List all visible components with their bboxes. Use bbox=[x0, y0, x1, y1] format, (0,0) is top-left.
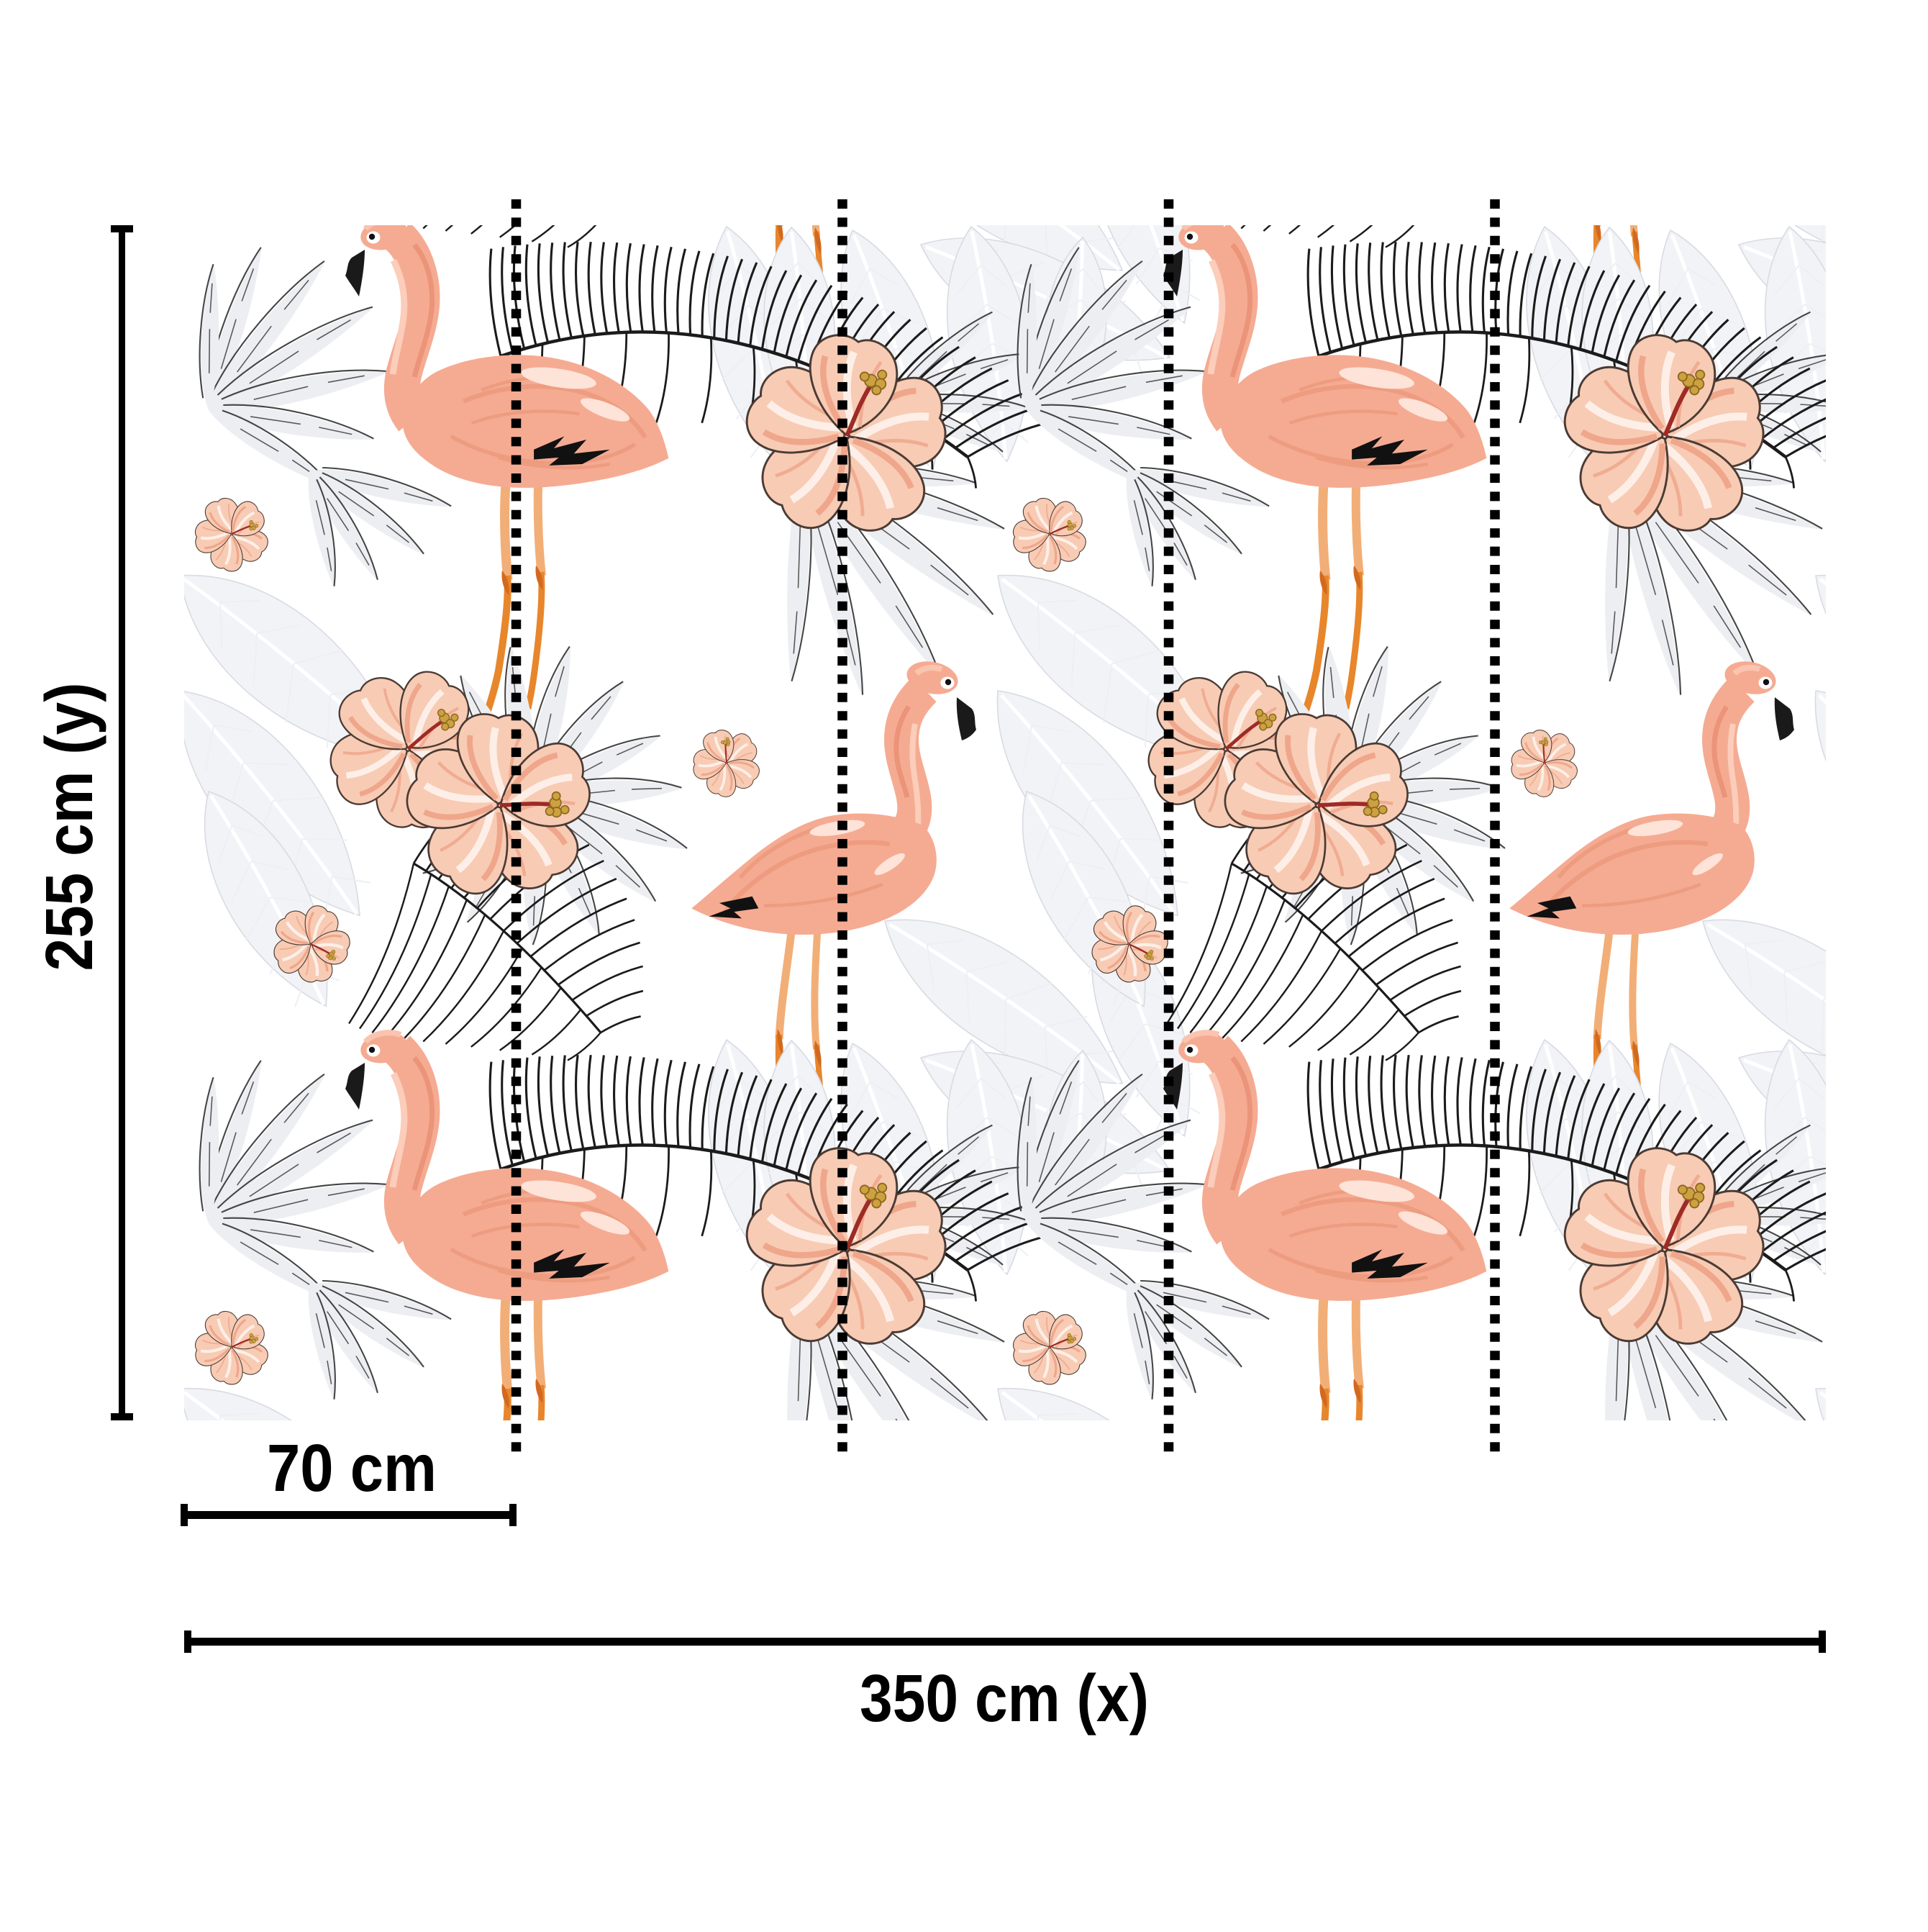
svg-text:350 cm (x): 350 cm (x) bbox=[860, 1661, 1149, 1736]
svg-text:255 cm (y): 255 cm (y) bbox=[32, 683, 106, 971]
svg-text:70 cm: 70 cm bbox=[267, 1430, 437, 1505]
